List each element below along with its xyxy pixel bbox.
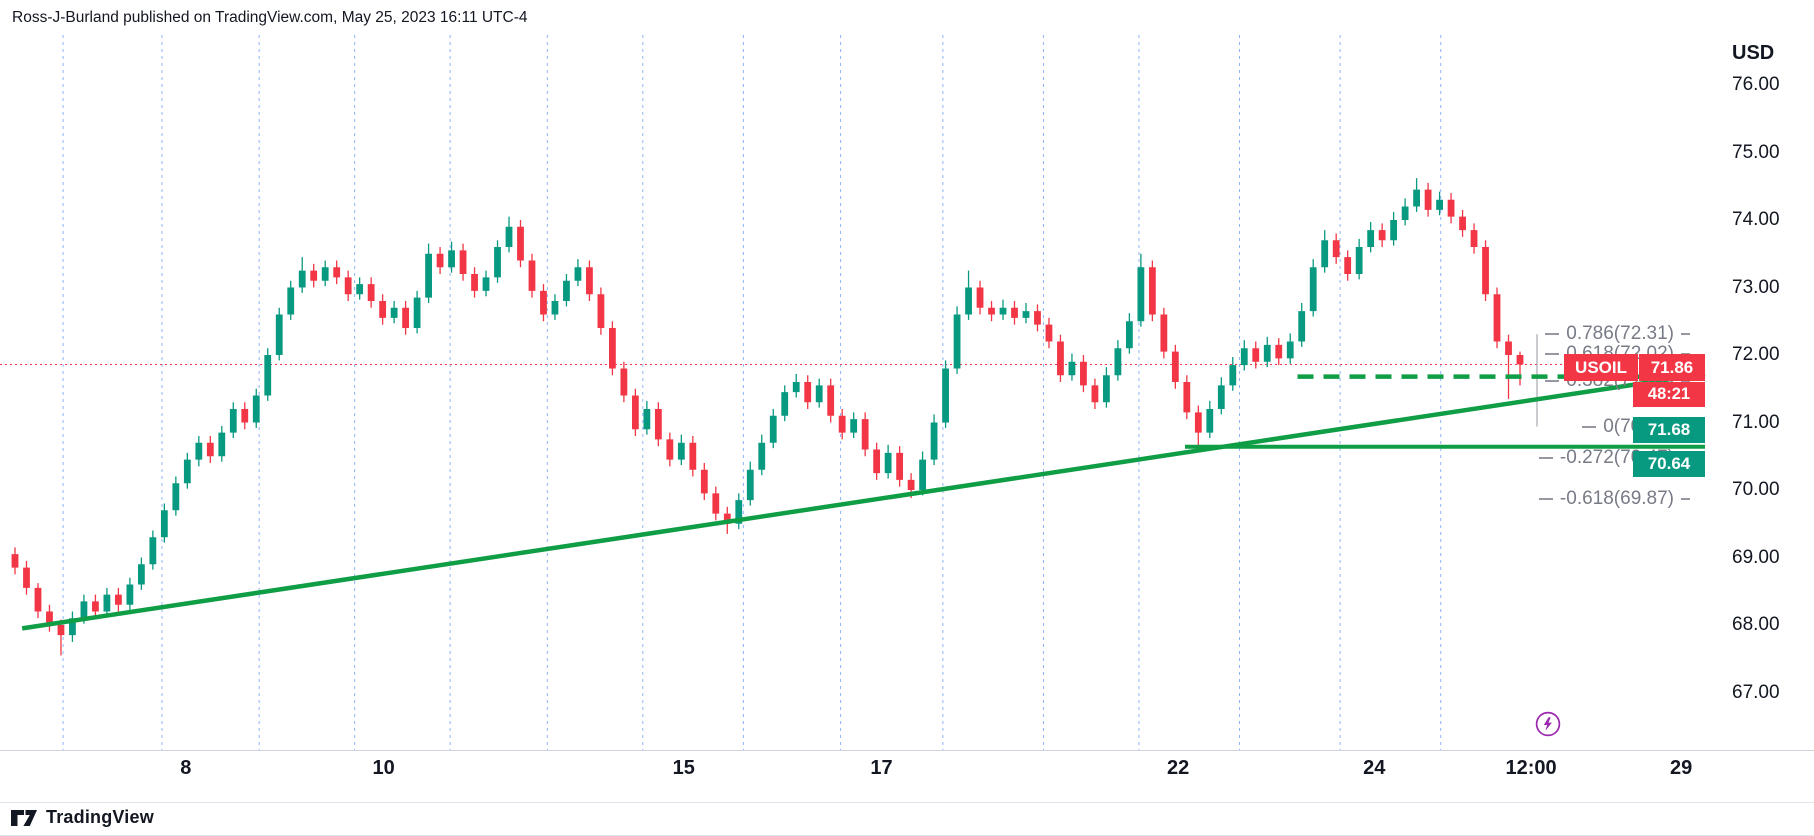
lightning-icon[interactable] xyxy=(1534,710,1562,738)
tradingview-logo[interactable]: TradingView xyxy=(10,807,154,828)
footer-divider xyxy=(0,802,1814,803)
time-axis-border xyxy=(0,750,1814,751)
currency-label: USD xyxy=(1732,42,1775,64)
tradingview-logo-mark-icon xyxy=(11,809,37,826)
brand-text: TradingView xyxy=(46,807,154,827)
attribution-text: Ross-J-Burland published on TradingView.… xyxy=(12,9,528,26)
